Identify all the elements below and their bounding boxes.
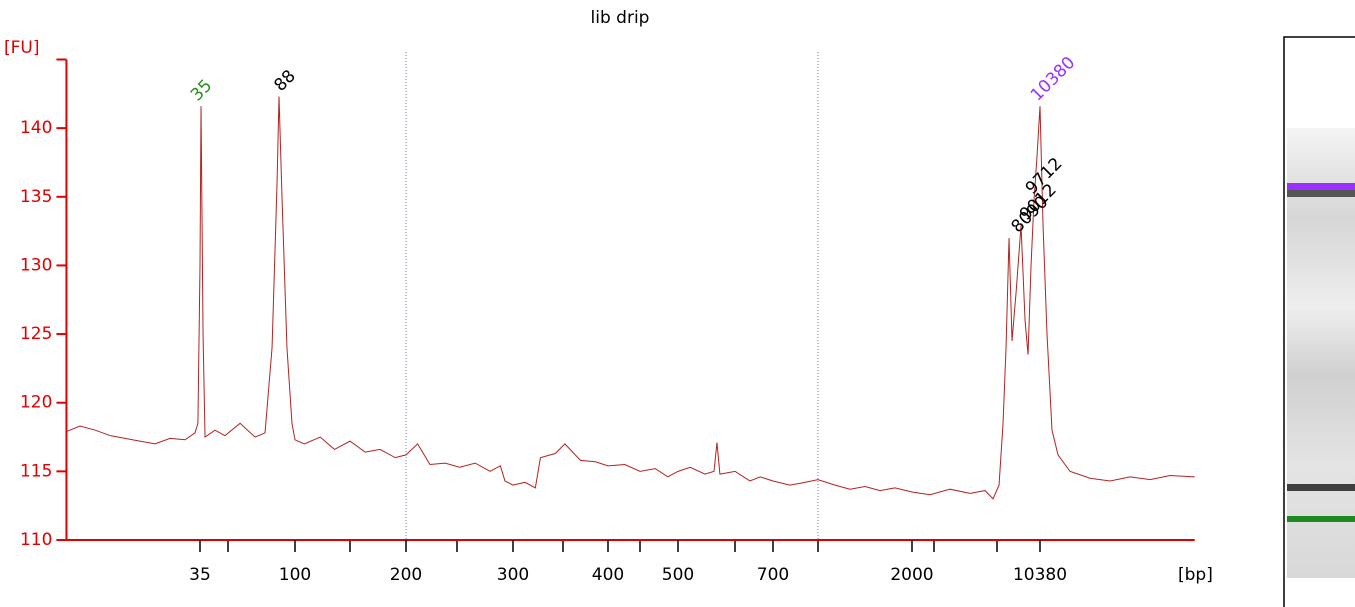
x-tick-label: 500 [662, 565, 694, 585]
y-tick-label: 125 [20, 324, 52, 344]
y-tick-label: 135 [20, 187, 52, 207]
peak-label: 35 [187, 76, 216, 105]
marker-lines [405, 52, 819, 540]
trace [66, 96, 1195, 500]
y-tick-label: 120 [20, 393, 52, 413]
gel-background [1287, 128, 1355, 578]
y-tick-label: 115 [20, 461, 52, 481]
y-tick-label: 130 [20, 255, 52, 275]
y-tick-label: 140 [20, 118, 52, 138]
x-tick-label: 400 [592, 565, 624, 585]
gel-lane [1283, 36, 1355, 607]
y-axis-label: [FU] [4, 38, 40, 58]
gel-band [1287, 190, 1355, 197]
x-tick-label: 700 [757, 565, 789, 585]
x-tick-label: 2000 [890, 565, 933, 585]
x-tick-label: 10380 [1013, 565, 1067, 585]
y-tick-label: 110 [20, 530, 52, 550]
x-tick-label: 300 [497, 565, 529, 585]
x-tick-label: 200 [390, 565, 422, 585]
gel-band [1287, 484, 1355, 491]
x-tick-label: 100 [279, 565, 311, 585]
peak-label: 10380 [1027, 53, 1079, 105]
chart-title: lib drip [591, 8, 650, 28]
x-tick-label: 35 [189, 565, 211, 585]
gel-band [1287, 183, 1355, 190]
x-axis-label: [bp] [1178, 565, 1213, 585]
minor-ticks [227, 540, 998, 552]
peak-label: 88 [270, 66, 299, 95]
gel-band [1287, 516, 1355, 522]
